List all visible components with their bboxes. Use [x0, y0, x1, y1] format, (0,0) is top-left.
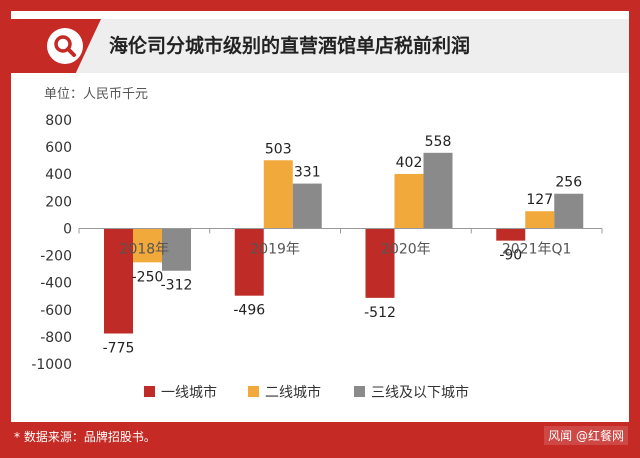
bar: [162, 228, 191, 271]
data-label: 127: [526, 192, 553, 208]
data-label: -512: [364, 305, 396, 321]
bar: [133, 228, 162, 263]
bar: [423, 152, 453, 229]
data-label: -250: [132, 269, 164, 285]
chart-title: 海伦司分城市级别的直营酒馆单店税前利润: [109, 35, 471, 57]
data-label: 331: [294, 165, 321, 181]
bar: [292, 183, 322, 229]
category-label: 2020年: [381, 241, 431, 257]
search-icon: [47, 28, 83, 64]
bar: [263, 160, 293, 229]
category-label: 2021年Q1: [502, 241, 572, 257]
legend-label: 三线及以下城市: [371, 384, 469, 401]
legend-swatch: [248, 386, 259, 397]
unit-label: 单位：人民币千元: [44, 87, 149, 102]
y-tick-label: -600: [40, 303, 72, 319]
bar: [234, 228, 264, 296]
category-label: 2018年: [120, 241, 170, 257]
y-tick-label: 400: [45, 167, 72, 183]
y-tick-label: -400: [40, 276, 72, 292]
data-label: -90: [499, 248, 522, 264]
bar: [496, 228, 526, 241]
y-tick-label: 0: [63, 221, 72, 237]
bar: [554, 193, 584, 229]
data-label: -496: [233, 303, 265, 319]
legend-swatch: [144, 386, 155, 397]
watermark: 风闻 @红餐网: [544, 426, 628, 445]
bar: [365, 228, 395, 298]
y-tick-label: 200: [45, 194, 72, 210]
category-label: 2019年: [250, 241, 300, 257]
y-tick-label: -800: [40, 330, 72, 346]
data-label: 558: [425, 134, 452, 150]
bar: [394, 173, 424, 229]
title-bar: 海伦司分城市级别的直营酒馆单店税前利润: [11, 19, 629, 73]
y-tick-label: 800: [45, 113, 72, 129]
data-label: -312: [161, 278, 193, 294]
data-label: 402: [396, 155, 423, 171]
data-label: 256: [555, 175, 582, 191]
data-label: 503: [265, 141, 292, 157]
legend-swatch: [354, 386, 365, 397]
legend-label: 一线城市: [161, 384, 217, 401]
bar: [104, 228, 133, 334]
y-tick-label: -1000: [31, 357, 72, 373]
data-source: * 数据来源：品牌招股书。: [14, 430, 156, 444]
data-label: -775: [103, 341, 135, 357]
bar: [525, 211, 555, 229]
y-tick-label: 600: [45, 140, 72, 156]
y-tick-label: -200: [40, 249, 72, 265]
legend-label: 二线城市: [265, 384, 321, 401]
